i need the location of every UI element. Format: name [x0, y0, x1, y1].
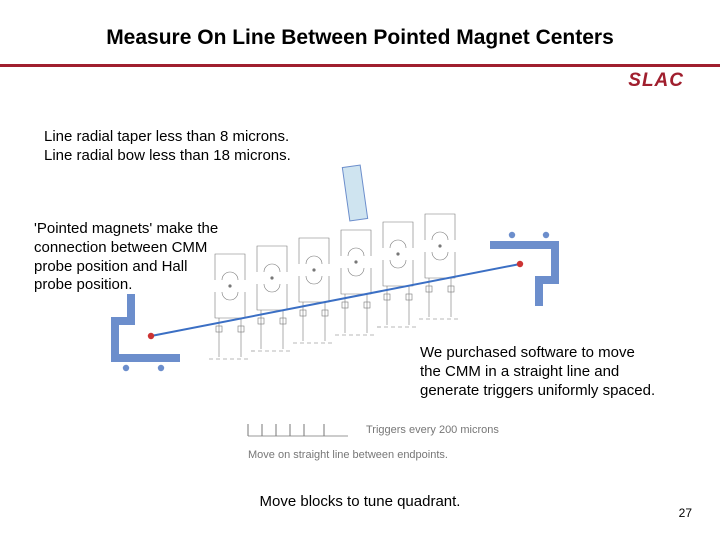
- software-line2: the CMM in a straight line and: [420, 363, 655, 382]
- taper-line1: Line radial taper less than 8 microns.: [44, 128, 291, 147]
- trigger-diagram: Triggers every 200 microns Move on straig…: [248, 420, 558, 466]
- title-rule: [0, 64, 720, 67]
- bottom-note: Move blocks to tune quadrant.: [0, 493, 720, 510]
- page-title: Measure On Line Between Pointed Magnet C…: [0, 26, 720, 50]
- svg-text:Move on straight line between: Move on straight line between endpoints.: [248, 449, 448, 461]
- software-line1: We purchased software to move: [420, 344, 655, 363]
- svg-text:Triggers every 200 microns: Triggers every 200 microns: [366, 424, 499, 436]
- page-number: 27: [679, 506, 692, 520]
- software-line3: generate triggers uniformly spaced.: [420, 382, 655, 401]
- software-text: We purchased software to move the CMM in…: [420, 344, 655, 400]
- slac-logo: SLAC: [628, 70, 684, 92]
- taper-text: Line radial taper less than 8 microns. L…: [44, 128, 291, 166]
- slide-root: Measure On Line Between Pointed Magnet C…: [0, 0, 720, 540]
- taper-line2: Line radial bow less than 18 microns.: [44, 147, 291, 166]
